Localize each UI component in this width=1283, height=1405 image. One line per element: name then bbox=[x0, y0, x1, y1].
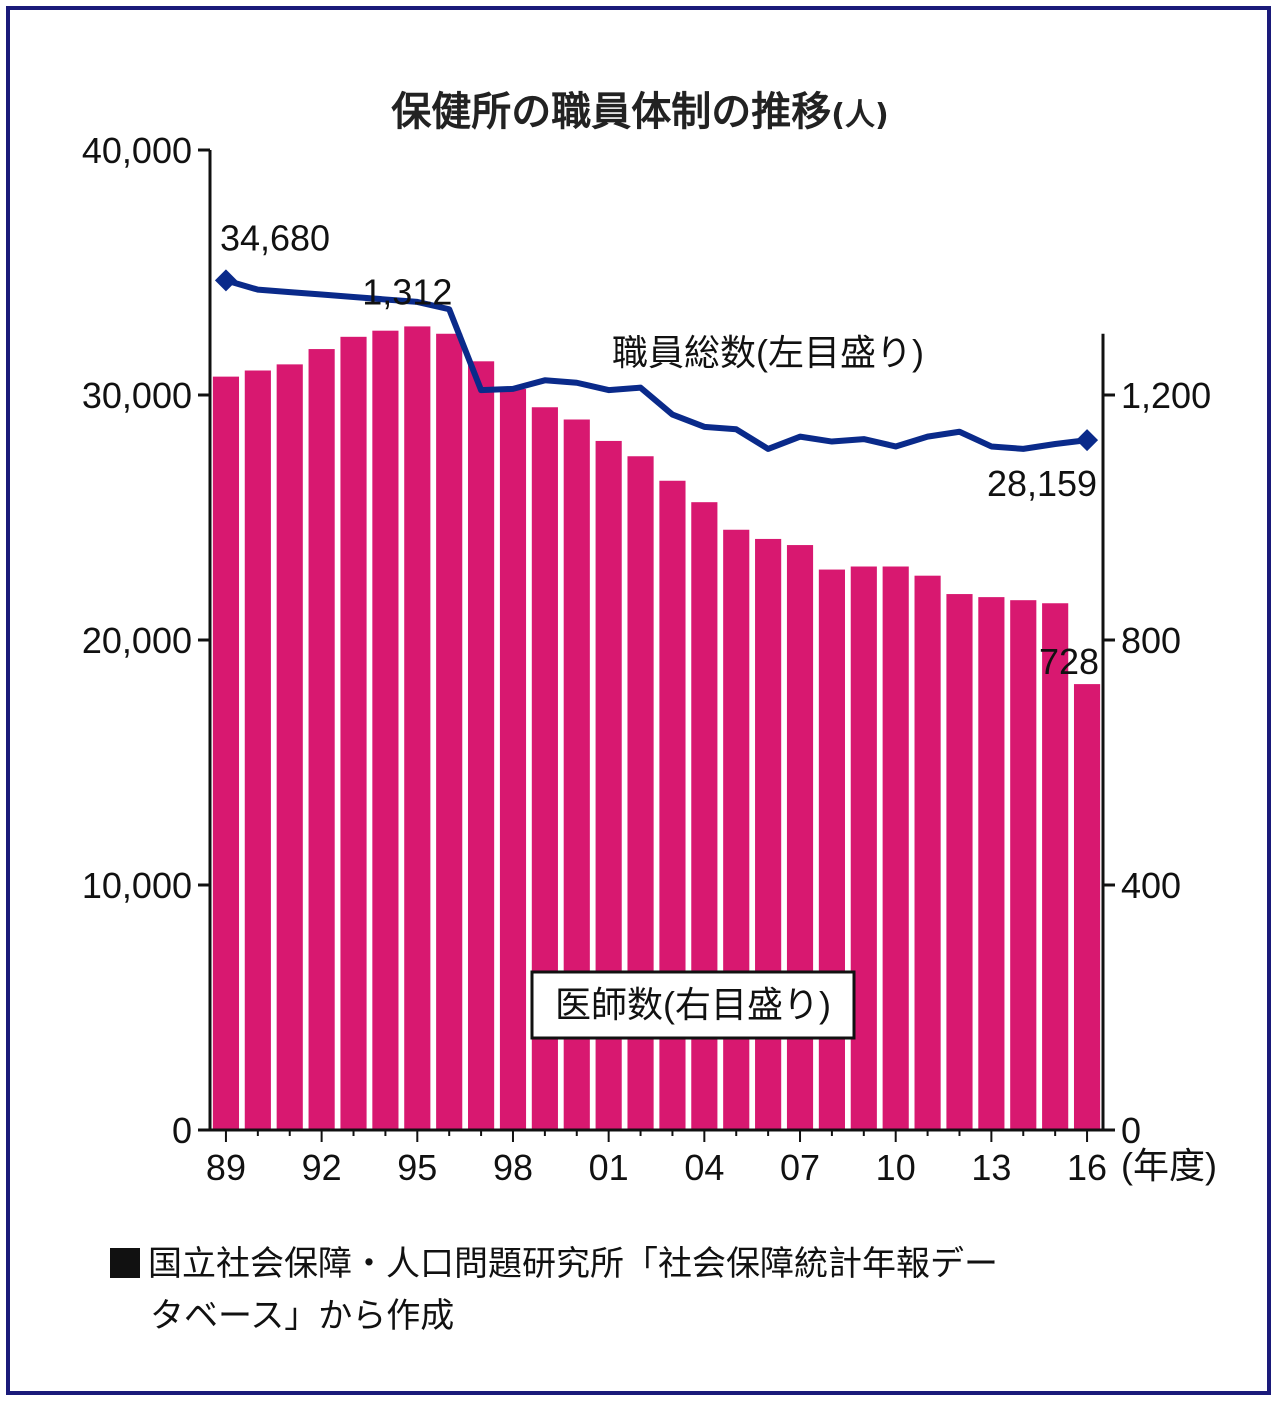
bar-1992 bbox=[308, 349, 335, 1130]
staff-marker-1989 bbox=[214, 269, 237, 292]
x-tick-label: 07 bbox=[780, 1147, 820, 1188]
y-left-tick-label: 0 bbox=[172, 1110, 192, 1151]
label-staff-last: 28,159 bbox=[987, 463, 1097, 504]
x-tick-label: 13 bbox=[971, 1147, 1011, 1188]
x-tick-label: 89 bbox=[206, 1147, 246, 1188]
bar-1991 bbox=[276, 364, 303, 1130]
source-line-2: タベース」から作成 bbox=[150, 1296, 455, 1336]
x-tick-label: 95 bbox=[397, 1147, 437, 1188]
bar-1989 bbox=[212, 376, 240, 1130]
label-doctors-peak: 1,312 bbox=[362, 271, 452, 312]
bar-1993 bbox=[340, 336, 367, 1130]
x-tick-label: 92 bbox=[302, 1147, 342, 1188]
bar-1997 bbox=[468, 361, 495, 1130]
staff-marker-2016 bbox=[1076, 429, 1099, 452]
x-tick-label: 04 bbox=[684, 1147, 724, 1188]
bar-1996 bbox=[436, 333, 463, 1130]
bar-2006 bbox=[755, 538, 782, 1130]
bar-2012 bbox=[946, 594, 973, 1130]
bar-2009 bbox=[850, 566, 877, 1130]
bar-1998 bbox=[499, 388, 527, 1130]
y-left-tick-label: 30,000 bbox=[82, 375, 192, 416]
source-note: 国立社会保障・人口問題研究所「社会保障統計年報デー タベース」から作成 bbox=[110, 1238, 1210, 1342]
bar-2008 bbox=[818, 569, 845, 1130]
line-series bbox=[214, 269, 1099, 452]
bar-2014 bbox=[1010, 600, 1037, 1130]
chart-title: 保健所の職員体制の推移(人) bbox=[391, 89, 888, 135]
x-axis-unit: (年度) bbox=[1121, 1145, 1217, 1186]
bar-1994 bbox=[372, 330, 399, 1130]
x-tick-label: 01 bbox=[589, 1147, 629, 1188]
y-right-tick-label: 1,200 bbox=[1121, 375, 1211, 416]
y-right-tick-label: 0 bbox=[1121, 1110, 1141, 1151]
y-right-tick-label: 400 bbox=[1121, 865, 1181, 906]
bar-2016 bbox=[1073, 684, 1101, 1130]
chart: 保健所の職員体制の推移(人) 0 10,000 20,000 30,000 40,000… bbox=[82, 89, 1217, 1188]
bar-2011 bbox=[914, 575, 941, 1130]
y-right-tick-label: 800 bbox=[1121, 620, 1181, 661]
y-left-tick-label: 10,000 bbox=[82, 865, 192, 906]
x-tick-label: 16 bbox=[1067, 1147, 1107, 1188]
bar-1990 bbox=[244, 370, 271, 1130]
bar-2013 bbox=[978, 597, 1005, 1130]
bar-2005 bbox=[723, 529, 750, 1130]
source-line-1: 国立社会保障・人口問題研究所「社会保障統計年報デー bbox=[148, 1244, 998, 1284]
bar-2010 bbox=[882, 566, 909, 1130]
x-tick-label: 98 bbox=[493, 1147, 533, 1188]
bar-2015 bbox=[1042, 603, 1069, 1130]
series-label-staff: 職員総数(左目盛り) bbox=[612, 332, 924, 373]
axes: 0 10,000 20,000 30,000 40,000 0 400 800 1,200 89 9… bbox=[82, 130, 1217, 1188]
y-left-tick-label: 40,000 bbox=[82, 130, 192, 171]
series-label-doctors: 医師数(右目盛り) bbox=[555, 984, 831, 1025]
label-staff-first: 34,680 bbox=[220, 217, 330, 258]
x-tick-label: 10 bbox=[876, 1147, 916, 1188]
chart-labels: 34,680 28,159 1,312 728 職員総数(左目盛り) 医師数(右目盛り) bbox=[220, 217, 1099, 1040]
staff-line bbox=[225, 277, 1088, 452]
series-label-box bbox=[530, 970, 856, 1040]
bar-1995 bbox=[404, 326, 431, 1130]
y-left-tick-label: 20,000 bbox=[82, 620, 192, 661]
bar-2007 bbox=[786, 545, 814, 1130]
label-doctors-last: 728 bbox=[1039, 641, 1099, 682]
square-bullet-icon bbox=[110, 1248, 140, 1278]
